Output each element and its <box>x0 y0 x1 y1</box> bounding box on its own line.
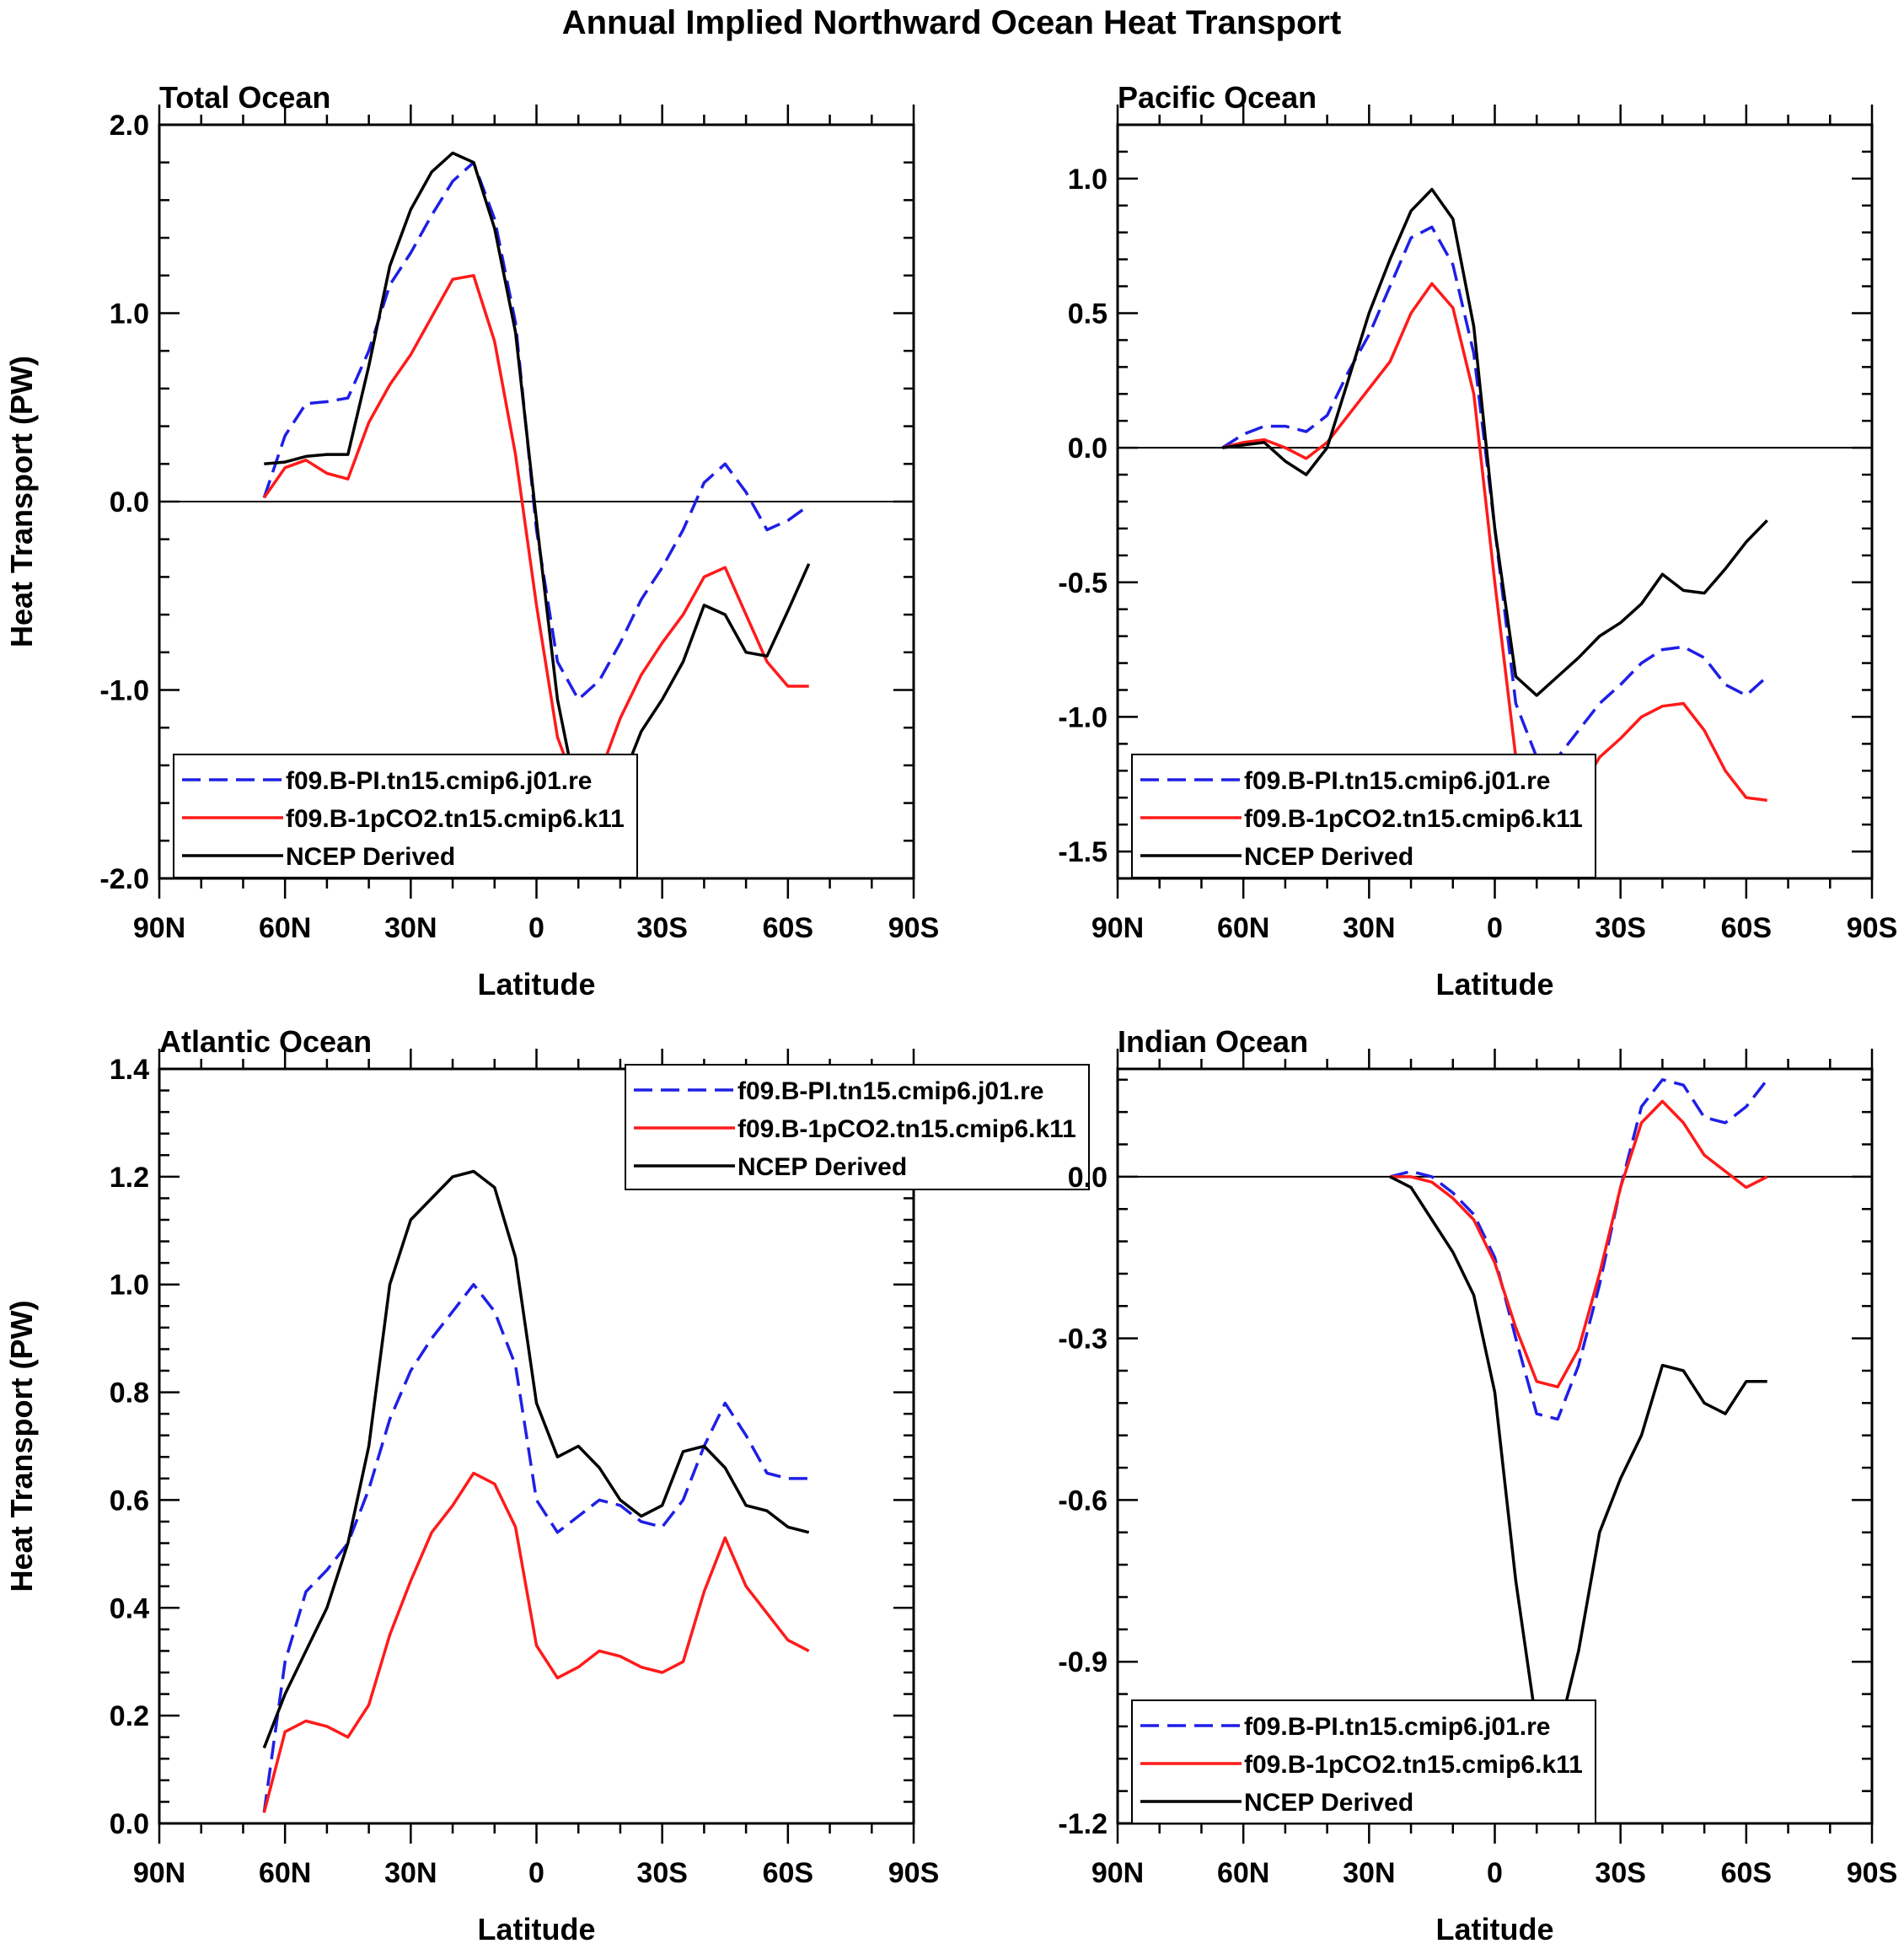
panel-title: Total Ocean <box>159 80 330 115</box>
legend-label: f09.B-PI.tn15.cmip6.j01.re <box>737 1077 1044 1105</box>
y-tick-label: -1.0 <box>99 675 149 707</box>
x-tick-label: 0 <box>1487 1857 1503 1889</box>
x-tick-label: 30N <box>384 912 437 944</box>
x-tick-label: 90N <box>1091 912 1144 944</box>
series-line-f09-b-1pco2-tn15-cmip6-k11 <box>1390 1099 1768 1388</box>
y-tick-label: -0.6 <box>1058 1485 1108 1517</box>
x-tick-label: 60N <box>1217 1857 1269 1889</box>
legend: f09.B-PI.tn15.cmip6.j01.re f09.B-1pCO2.tn… <box>1131 754 1596 878</box>
y-tick-label: -0.5 <box>1058 567 1108 599</box>
legend-label: f09.B-1pCO2.tn15.cmip6.k11 <box>286 805 625 833</box>
x-tick-label: 30N <box>1343 1857 1395 1889</box>
y-tick-label: 0.0 <box>1068 1162 1108 1194</box>
y-axis-label: Heat Transport (PW) <box>4 1300 39 1592</box>
x-tick-label: 30N <box>384 1857 437 1889</box>
y-tick-label: 0.8 <box>110 1377 149 1409</box>
x-tick-label: 60S <box>763 1857 814 1889</box>
legend-label: NCEP Derived <box>1244 1789 1413 1817</box>
legend: f09.B-PI.tn15.cmip6.j01.re f09.B-1pCO2.tn… <box>625 1064 1090 1190</box>
x-tick-label: 60S <box>763 912 814 944</box>
legend-label: f09.B-PI.tn15.cmip6.j01.re <box>286 767 593 795</box>
x-tick-label: 90S <box>1847 1857 1898 1889</box>
y-axis-label: Heat Transport (PW) <box>4 356 39 647</box>
x-tick-label: 30S <box>636 912 688 944</box>
series-line-f09-b-1pco2-tn15-cmip6-k11 <box>262 1471 810 1813</box>
y-tick-label: 0.0 <box>1068 432 1108 464</box>
x-tick-label: 0 <box>1487 912 1503 944</box>
legend-label: f09.B-1pCO2.tn15.cmip6.k11 <box>1244 1751 1583 1779</box>
series-line-f09-b-pi-tn15-cmip6-j01-re <box>262 1282 809 1813</box>
x-tick-label: 0 <box>528 912 544 944</box>
series-line-f09-b-pi-tn15-cmip6-j01-re <box>1221 225 1768 760</box>
x-tick-label: 30S <box>1595 1857 1646 1889</box>
y-tick-label: 1.4 <box>110 1054 149 1086</box>
panel-indian-ocean: Indian Ocean -1.2 -0.9 -0.6 -0.3 0.0 90N 60N 30N… <box>1058 1024 1897 1946</box>
y-tick-label: -1.0 <box>1058 701 1108 733</box>
y-tick-label: -0.9 <box>1058 1646 1108 1678</box>
series-line-ncep-derived <box>1222 187 1768 697</box>
y-tick-label: 0.4 <box>110 1592 149 1624</box>
y-tick-label: -0.3 <box>1058 1323 1108 1356</box>
y-tick-label: 1.0 <box>110 1270 149 1302</box>
series-line-f09-b-1pco2-tn15-cmip6-k11 <box>262 274 809 796</box>
legend: f09.B-PI.tn15.cmip6.j01.re f09.B-1pCO2.tn… <box>1131 1699 1596 1824</box>
y-tick-label: 1.0 <box>110 298 149 330</box>
x-tick-label: 30S <box>636 1857 688 1889</box>
x-tick-label: 30S <box>1595 912 1646 944</box>
y-tick-label: -1.2 <box>1058 1808 1108 1840</box>
series-line-ncep-derived <box>1389 1175 1767 1739</box>
panel-title: Pacific Ocean <box>1118 80 1317 115</box>
plot-frame <box>158 1067 915 1825</box>
x-tick-label: 90S <box>1847 912 1898 944</box>
y-tick-label: 0.2 <box>110 1700 149 1732</box>
panel-pacific-ocean: Pacific Ocean -1.5 -1.0 -0.5 0.0 0.5 1.0 90N 60N… <box>1058 80 1897 1001</box>
x-tick-label: 30N <box>1343 912 1395 944</box>
y-tick-label: 1.2 <box>110 1162 149 1194</box>
series-line-f09-b-1pco2-tn15-cmip6-k11 <box>1221 282 1767 826</box>
legend-label: f09.B-PI.tn15.cmip6.j01.re <box>1244 767 1551 795</box>
x-tick-label: 60S <box>1721 912 1773 944</box>
x-tick-label: 0 <box>528 1857 544 1889</box>
panel-total-ocean: Total Ocean -2.0 -1.0 0.0 1.0 2.0 90N 60N 30N 0 30… <box>4 80 939 1001</box>
panel-atlantic-ocean: Atlantic Ocean 0.0 0.2 0.4 0.6 0.8 1.0 1.2 1.4 90… <box>4 1024 1090 1946</box>
legend-label: f09.B-PI.tn15.cmip6.j01.re <box>1244 1713 1551 1741</box>
x-tick-label: 90S <box>888 912 940 944</box>
y-tick-label: 0.0 <box>110 1808 149 1840</box>
x-tick-label: 90N <box>1091 1857 1144 1889</box>
legend-label: f09.B-1pCO2.tn15.cmip6.k11 <box>1244 805 1583 833</box>
y-tick-label: -1.5 <box>1058 836 1108 868</box>
x-tick-label: 90N <box>133 1857 185 1889</box>
y-tick-label: -2.0 <box>99 863 149 895</box>
y-tick-label: 0.6 <box>110 1485 149 1517</box>
legend-label: NCEP Derived <box>1244 843 1413 871</box>
legend: f09.B-PI.tn15.cmip6.j01.re f09.B-1pCO2.tn… <box>173 754 638 878</box>
x-tick-label: 60S <box>1721 1857 1773 1889</box>
y-tick-label: 0.5 <box>1068 298 1108 330</box>
x-tick-label: 90S <box>888 1857 940 1889</box>
x-tick-label: 90N <box>133 912 185 944</box>
x-axis-label: Latitude <box>478 967 596 1001</box>
panel-title: Indian Ocean <box>1118 1024 1308 1059</box>
series-line-ncep-derived <box>264 151 811 814</box>
legend-label: f09.B-1pCO2.tn15.cmip6.k11 <box>737 1115 1076 1143</box>
series-line-ncep-derived <box>262 1169 810 1749</box>
panel-title: Atlantic Ocean <box>159 1024 372 1059</box>
legend-label: NCEP Derived <box>286 843 455 871</box>
x-tick-label: 60N <box>1217 912 1269 944</box>
x-axis-label: Latitude <box>1436 1912 1554 1946</box>
series-line-f09-b-pi-tn15-cmip6-j01-re <box>1389 1078 1769 1421</box>
x-tick-label: 60N <box>259 1857 311 1889</box>
legend-label: NCEP Derived <box>737 1153 907 1181</box>
figure-title: Annual Implied Northward Ocean Heat Tran… <box>562 4 1342 41</box>
x-tick-label: 60N <box>259 912 311 944</box>
x-axis-label: Latitude <box>1436 967 1554 1001</box>
y-tick-label: 2.0 <box>110 110 149 142</box>
x-axis-label: Latitude <box>478 1912 596 1946</box>
y-tick-label: 0.0 <box>110 486 149 518</box>
y-tick-label: 1.0 <box>1068 164 1108 196</box>
